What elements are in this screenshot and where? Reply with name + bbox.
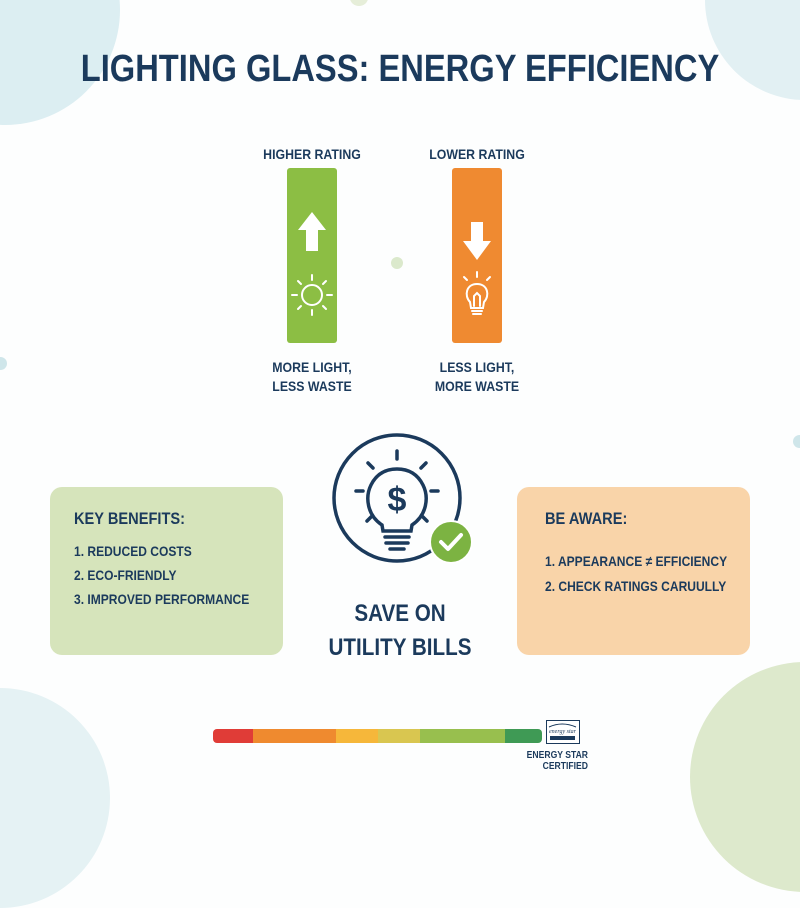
save-on-utility-bills-text: SAVE ON UTILITY BILLS [314, 597, 486, 665]
decor-circle-bottom-left [0, 688, 110, 908]
decor-dot-left [0, 357, 7, 370]
energy-scale-bar [213, 729, 542, 743]
lower-rating-column: LOWER RATING LESS LIGHT, MORE WASTE [407, 146, 547, 406]
aware-item: 1. APPEARANCE ≠ EFFICIENCY [545, 553, 728, 569]
dollar-lightbulb-icon: $ [332, 433, 462, 563]
decor-dot-center [391, 257, 403, 269]
aware-item: 2. CHECK RATINGS CARUULLY [545, 578, 727, 594]
key-benefits-card: KEY BENEFITS: 1. REDUCED COSTS 2. ECO-FR… [50, 487, 283, 655]
lower-rating-caption-line2: MORE WASTE [434, 378, 520, 394]
energy-scale-segment-light-green [420, 729, 505, 743]
energy-star-logo-icon: energy star [546, 720, 580, 744]
lower-rating-caption-line1: LESS LIGHT, [439, 359, 515, 375]
lower-rating-label: LOWER RATING [429, 146, 525, 162]
checkmark-icon [429, 520, 473, 564]
energy-scale-segment-dark-green [505, 729, 542, 743]
save-text-line2: UTILITY BILLS [328, 634, 472, 661]
higher-rating-caption-line2: LESS WASTE [272, 378, 352, 394]
sun-icon [291, 274, 333, 316]
higher-rating-caption: MORE LIGHT, LESS WASTE [250, 358, 373, 396]
energy-star-caption: ENERGY STAR CERTIFIED [526, 750, 588, 772]
energy-scale-segment-red [213, 729, 253, 743]
key-benefits-title: KEY BENEFITS: [74, 509, 186, 528]
be-aware-title: BE AWARE: [545, 509, 628, 528]
energy-scale-segment-yellow-green [378, 729, 420, 743]
decor-dot-top [350, 0, 368, 6]
svg-text:$: $ [388, 481, 407, 519]
lower-rating-bar [452, 168, 502, 343]
higher-rating-bar [287, 168, 337, 343]
benefit-item: 2. ECO-FRIENDLY [74, 567, 177, 583]
arrow-down-icon [463, 222, 491, 315]
be-aware-card: BE AWARE: 1. APPEARANCE ≠ EFFICIENCY 2. … [517, 487, 750, 655]
decor-dot-right [793, 435, 800, 448]
lightbulb-icon [463, 271, 491, 315]
energy-scale-segment-orange [253, 729, 336, 743]
higher-rating-caption-line1: MORE LIGHT, [272, 359, 352, 375]
page-title: LIGHTING GLASS: ENERGY EFFICIENCY [80, 48, 720, 90]
energy-scale-segment-yellow [336, 729, 378, 743]
arrow-up-icon [291, 212, 333, 316]
higher-rating-label: HIGHER RATING [263, 146, 361, 162]
higher-rating-column: HIGHER RATING MORE LIGHT, LESS WASTE [242, 146, 382, 406]
lower-rating-caption: LESS LIGHT, MORE WASTE [415, 358, 538, 396]
decor-circle-bottom-right [690, 662, 800, 892]
benefit-item: 1. REDUCED COSTS [74, 543, 192, 559]
benefit-item: 3. IMPROVED PERFORMANCE [74, 591, 250, 607]
svg-text:energy star: energy star [549, 729, 577, 735]
save-text-line1: SAVE ON [354, 600, 446, 627]
